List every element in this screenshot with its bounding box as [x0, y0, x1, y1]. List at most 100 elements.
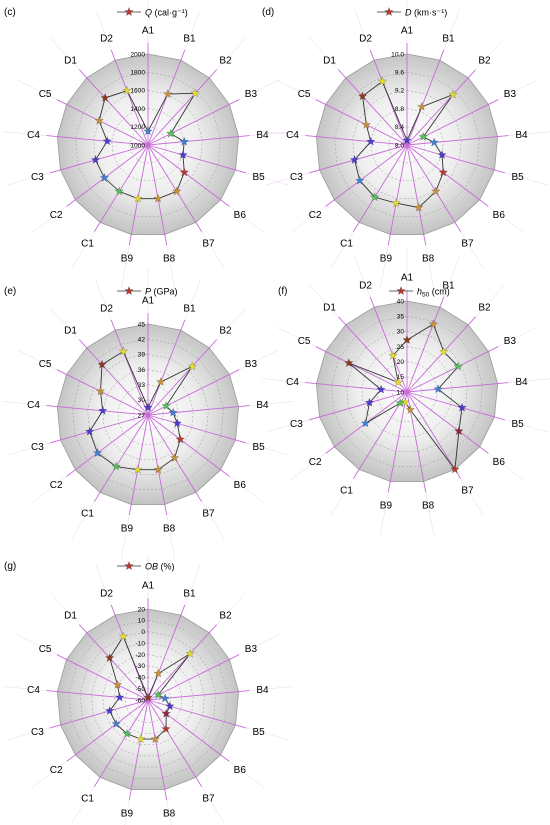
radial-axis-line [46, 690, 149, 701]
data-point-b2 [448, 89, 458, 99]
data-point-b8 [414, 202, 424, 212]
radial-axis-line [66, 144, 149, 207]
radial-axis-line [147, 699, 203, 787]
axis-label-b6: B6 [493, 457, 506, 468]
radial-axis-line [79, 339, 149, 416]
radial-axis-extension [290, 453, 326, 480]
axis-label-d2: D2 [359, 280, 372, 291]
radial-axis-extension [498, 79, 538, 100]
axis-label-c1: C1 [81, 238, 94, 249]
radial-axis-extension [249, 401, 293, 406]
data-point-d1 [358, 91, 368, 101]
panel-label: (c) [4, 7, 16, 18]
radial-axis-line [147, 414, 247, 444]
radial-tick-label: 35 [397, 314, 405, 321]
radial-axis-line [352, 144, 408, 232]
radial-tick-label: 1200 [130, 124, 145, 131]
radar-panel-1: A1 B1 B2 B3 B4 B5 B6 B7 B8 B9 C1 C2 C3 C4 C5 D1 D2 1000 12… [3, 0, 293, 289]
radial-axis-extension [262, 131, 306, 136]
radial-tick-label: 1800 [130, 70, 145, 77]
data-point-b8 [153, 464, 163, 474]
data-point-b3 [453, 361, 463, 371]
data-point-b5 [178, 150, 188, 159]
radial-tick-label: 36 [138, 367, 146, 374]
radial-axis-line [147, 135, 250, 146]
radial-axis-line [66, 699, 149, 762]
radial-axis-extension [166, 245, 175, 289]
axis-label-b1: B1 [183, 33, 196, 44]
data-point-b8 [153, 193, 163, 203]
data-point-b8 [405, 405, 415, 414]
radial-axis-extension [17, 349, 57, 370]
radial-axis-line [49, 414, 149, 444]
radial-tick-label: 15 [397, 374, 405, 381]
data-point-b3 [161, 401, 171, 410]
radial-tick-label: 27 [138, 412, 146, 419]
radial-axis-extension [290, 206, 326, 233]
legend-label: OB (%) [145, 562, 175, 572]
radial-axis-line [147, 319, 186, 416]
data-point-c4 [366, 136, 376, 146]
radial-tick-label: 40 [397, 298, 405, 305]
radial-axis-line [387, 391, 408, 493]
axis-label-b5: B5 [252, 172, 265, 183]
radial-axis-extension [124, 800, 130, 825]
data-point-a1 [402, 335, 412, 344]
axis-label-c2: C2 [309, 457, 322, 468]
radial-axis-line [147, 144, 247, 174]
grid-ring [113, 665, 183, 734]
axis-label-a1: A1 [401, 273, 414, 284]
axis-label-c4: C4 [27, 400, 40, 411]
axis-label-c1: C1 [340, 238, 353, 249]
axis-label-b7: B7 [202, 238, 215, 249]
radial-axis-extension [71, 786, 95, 824]
radial-axis-extension [262, 378, 306, 383]
radial-tick-label: 30 [397, 329, 405, 336]
radial-axis-extension [380, 492, 389, 536]
radial-axis-line [305, 135, 408, 146]
axis-label-c2: C2 [309, 210, 322, 221]
radial-axis-extension [121, 245, 130, 289]
data-point-c5 [94, 115, 104, 125]
series-line [109, 635, 191, 740]
radial-tick-label: 33 [138, 382, 146, 389]
data-point-b4 [168, 407, 178, 417]
axis-label-b6: B6 [234, 210, 247, 221]
radial-axis-extension [31, 761, 67, 788]
legend-label: h50 (cm) [417, 287, 450, 299]
radial-axis-extension [229, 476, 265, 503]
radial-axis-extension [245, 442, 289, 456]
radial-axis-line [387, 144, 408, 246]
axis-label-b1: B1 [183, 588, 196, 599]
axis-label-b3: B3 [504, 336, 517, 347]
axis-label-b8: B8 [163, 809, 176, 820]
radial-axis-line [147, 144, 168, 246]
data-point-d1 [97, 359, 107, 369]
data-point-d1 [105, 653, 115, 662]
radial-axis-line [147, 624, 217, 701]
radial-axis-extension [3, 401, 47, 406]
axis-label-c4: C4 [286, 130, 299, 141]
radial-axis-extension [166, 800, 172, 825]
axis-label-b2: B2 [478, 303, 491, 314]
radial-axis-extension [498, 326, 538, 347]
grid-ring [376, 361, 438, 423]
axis-label-c3: C3 [31, 442, 44, 453]
radial-axis-extension [31, 476, 67, 503]
radial-axis-extension [3, 686, 47, 691]
data-point-c2 [93, 448, 103, 457]
radial-tick-label: -10 [135, 640, 145, 647]
axis-label-c1: C1 [340, 485, 353, 496]
data-point-c4 [115, 692, 125, 702]
radar-panel-5: A1 B1 B2 B3 B4 B5 B6 B7 B8 B9 C1 C2 C3 C4 C5 D1 D2 -60 -50… [3, 554, 293, 825]
axis-label-b7: B7 [202, 793, 215, 804]
axis-label-b6: B6 [493, 210, 506, 221]
panel-label: (d) [262, 7, 274, 18]
radial-axis-extension [504, 172, 548, 186]
radial-axis-line [315, 99, 408, 146]
radar-panel-3: A1 B1 B2 B3 B4 B5 B6 B7 B8 B9 C1 C2 C3 C4 C5 D1 D2 27 30 33… [3, 269, 293, 559]
axis-label-c5: C5 [39, 359, 52, 370]
radial-axis-line [147, 414, 168, 516]
axis-label-d2: D2 [100, 303, 113, 314]
data-point-b1 [163, 89, 173, 98]
